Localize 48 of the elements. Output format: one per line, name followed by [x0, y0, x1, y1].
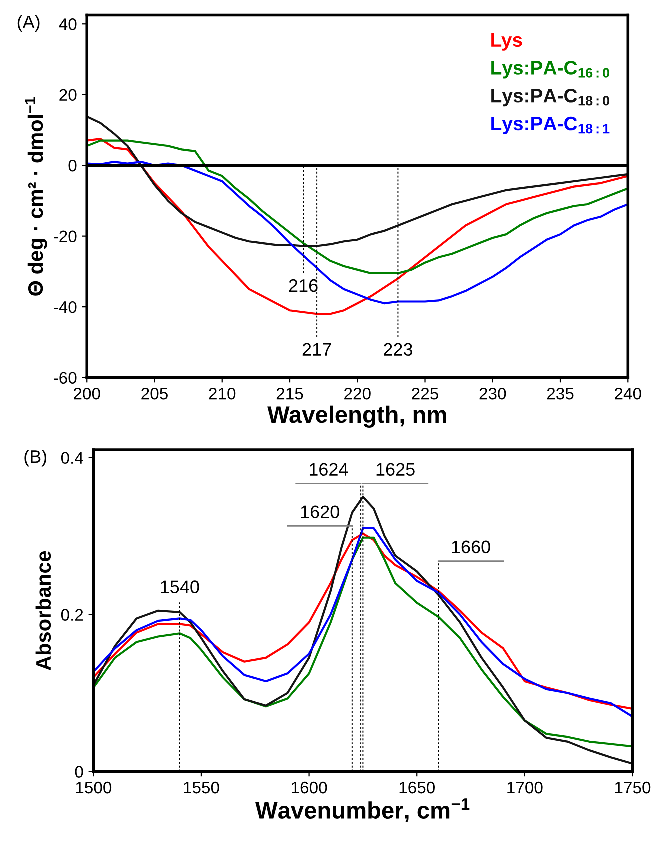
x-tick-label: 205	[142, 388, 168, 400]
y-tick-label: -20	[54, 230, 77, 243]
chart-title: (B)	[24, 450, 47, 467]
line-series	[87, 116, 628, 248]
y-tick-label: 20	[60, 89, 77, 102]
line-series	[87, 138, 628, 316]
text: Lys:PA-C$_{18:1}$	[492, 116, 610, 135]
y-tick-label: -40	[54, 301, 77, 314]
x-tick-label: 215	[276, 388, 304, 400]
y-tick-label: 40	[59, 18, 77, 30]
text: Lys:PA-C$_{16:0}$	[492, 61, 610, 79]
y-axis-title: Θ deg · cm² · dmol$^{−1}$	[25, 97, 48, 296]
x-tick-label: 1650	[400, 782, 435, 794]
ref-line-label: 1624	[310, 463, 348, 476]
x-tick-label: 1750	[615, 782, 651, 794]
x-tick-label: 1550	[184, 782, 220, 794]
x-tick-label: 230	[480, 388, 506, 400]
text: Lys	[492, 33, 522, 51]
text: Lys:PA-C$_{18:0}$	[492, 89, 610, 107]
ref-line-label: 216	[289, 279, 318, 292]
x-tick-label: 220	[344, 388, 371, 400]
ref-line-label: 1660	[452, 540, 490, 554]
x-tick-label: 225	[412, 388, 438, 400]
x-tick-label: 210	[209, 388, 236, 400]
chart-title: (A)	[18, 15, 40, 32]
x-tick-label: 1500	[76, 782, 112, 794]
line-series	[87, 161, 628, 305]
ref-line-label: 1620	[301, 506, 340, 518]
ref-line-label: 223	[384, 343, 412, 356]
line-series	[94, 536, 633, 748]
y-tick-label: 0.2	[61, 609, 84, 621]
x-tick-label: 240	[615, 388, 642, 400]
x-tick-label: 1600	[292, 782, 328, 794]
x-tick-label: 235	[547, 388, 574, 400]
line-series	[87, 140, 628, 275]
y-tick-label: 0	[68, 160, 77, 172]
y-tick-label: -60	[54, 372, 77, 384]
x-axis-title: Wavelength, nm	[268, 406, 446, 428]
y-axis-title: Absorbance	[36, 551, 52, 671]
x-tick-label: 200	[74, 388, 100, 400]
ref-line-label: 217	[302, 343, 332, 356]
line-series	[94, 496, 633, 765]
x-axis-title: Wavenumber, cm$^{−1}$	[256, 798, 470, 822]
ref-line-label: 1625	[376, 463, 415, 476]
y-tick-label: 0	[75, 766, 84, 778]
x-tick-label: 1700	[508, 782, 543, 794]
ref-line-label: 1540	[161, 580, 200, 594]
y-tick-label: 0.4	[61, 452, 84, 464]
